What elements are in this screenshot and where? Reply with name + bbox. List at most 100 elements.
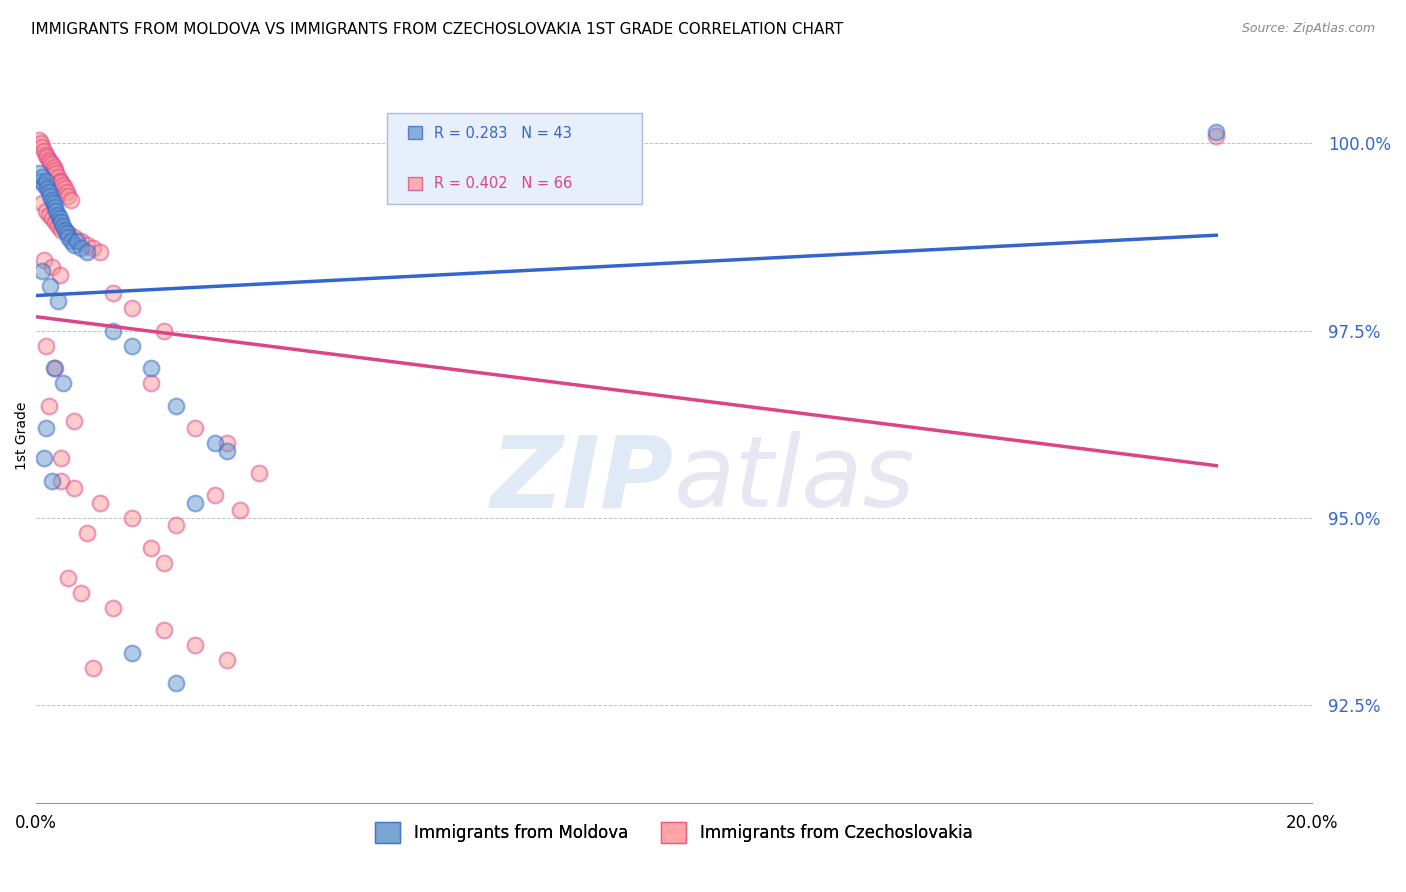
Point <box>69 586 91 600</box>
Point <box>34 174 56 188</box>
Point <box>49 174 72 188</box>
Point <box>39 278 62 293</box>
Point <box>184 638 207 652</box>
Point <box>121 646 143 660</box>
Point <box>184 496 207 510</box>
Text: IMMIGRANTS FROM MOLDOVA VS IMMIGRANTS FROM CZECHOSLOVAKIA 1ST GRADE CORRELATION : IMMIGRANTS FROM MOLDOVA VS IMMIGRANTS FR… <box>31 22 844 37</box>
Point <box>34 421 56 435</box>
Point <box>63 237 86 252</box>
Point <box>53 181 76 195</box>
Point <box>217 436 239 450</box>
Point <box>41 193 63 207</box>
Point <box>229 503 252 517</box>
Point <box>60 234 83 248</box>
Point <box>101 324 124 338</box>
Point <box>51 450 73 465</box>
Point <box>101 600 124 615</box>
Point <box>51 222 73 236</box>
Point <box>32 450 55 465</box>
Point <box>89 245 111 260</box>
Y-axis label: 1st Grade: 1st Grade <box>15 401 30 470</box>
Point <box>139 361 162 376</box>
Point <box>121 511 143 525</box>
Point <box>41 211 63 226</box>
Point <box>46 219 69 233</box>
Point <box>41 157 63 171</box>
Point <box>39 189 62 203</box>
Point <box>45 166 67 180</box>
Point <box>32 252 55 267</box>
Point <box>49 268 72 282</box>
Point <box>30 174 52 188</box>
Text: atlas: atlas <box>673 431 915 528</box>
Point <box>46 208 69 222</box>
Point <box>38 208 60 222</box>
Point <box>46 293 69 308</box>
Point <box>38 399 60 413</box>
Point <box>31 196 53 211</box>
Point <box>49 211 72 226</box>
Point <box>42 361 65 376</box>
Point <box>52 376 75 391</box>
Point <box>56 227 79 241</box>
Point <box>46 170 69 185</box>
Point <box>1205 128 1227 143</box>
Point <box>152 624 174 638</box>
Point <box>63 230 86 244</box>
Point <box>38 185 60 199</box>
Point <box>42 196 65 211</box>
Point <box>51 215 73 229</box>
Point <box>82 241 104 255</box>
Point <box>31 140 53 154</box>
Point <box>152 556 174 570</box>
Point <box>52 219 75 233</box>
Text: ZIP: ZIP <box>491 431 673 528</box>
Point <box>152 324 174 338</box>
Point <box>44 200 66 214</box>
Point <box>1205 125 1227 139</box>
Point <box>63 481 86 495</box>
Point <box>121 301 143 316</box>
Point <box>44 215 66 229</box>
Point <box>82 661 104 675</box>
Point <box>32 144 55 158</box>
Point <box>66 234 89 248</box>
Point <box>56 571 79 585</box>
Point <box>247 466 270 480</box>
Point <box>56 189 79 203</box>
Point <box>51 474 73 488</box>
Point <box>76 245 98 260</box>
Point <box>42 161 65 175</box>
Point <box>139 376 162 391</box>
Point <box>69 234 91 248</box>
Point <box>217 443 239 458</box>
Point <box>38 153 60 167</box>
Point <box>31 264 53 278</box>
Point <box>30 136 52 151</box>
Point <box>53 222 76 236</box>
Point <box>101 286 124 301</box>
Point <box>121 339 143 353</box>
Point <box>55 185 77 199</box>
Point <box>89 496 111 510</box>
Text: Source: ZipAtlas.com: Source: ZipAtlas.com <box>1241 22 1375 36</box>
Point <box>45 203 67 218</box>
Point <box>55 227 77 241</box>
Point <box>28 133 51 147</box>
Point <box>204 488 226 502</box>
Point <box>76 237 98 252</box>
Point <box>63 413 86 427</box>
Point <box>69 241 91 255</box>
Point <box>39 155 62 169</box>
Point <box>51 175 73 189</box>
Point <box>165 518 187 533</box>
Point <box>165 675 187 690</box>
Point <box>184 421 207 435</box>
Point <box>139 541 162 555</box>
Point <box>76 525 98 540</box>
Point <box>165 399 187 413</box>
Point <box>34 147 56 161</box>
Legend: Immigrants from Moldova, Immigrants from Czechoslovakia: Immigrants from Moldova, Immigrants from… <box>368 815 979 849</box>
Point <box>37 150 59 164</box>
Point <box>52 178 75 192</box>
